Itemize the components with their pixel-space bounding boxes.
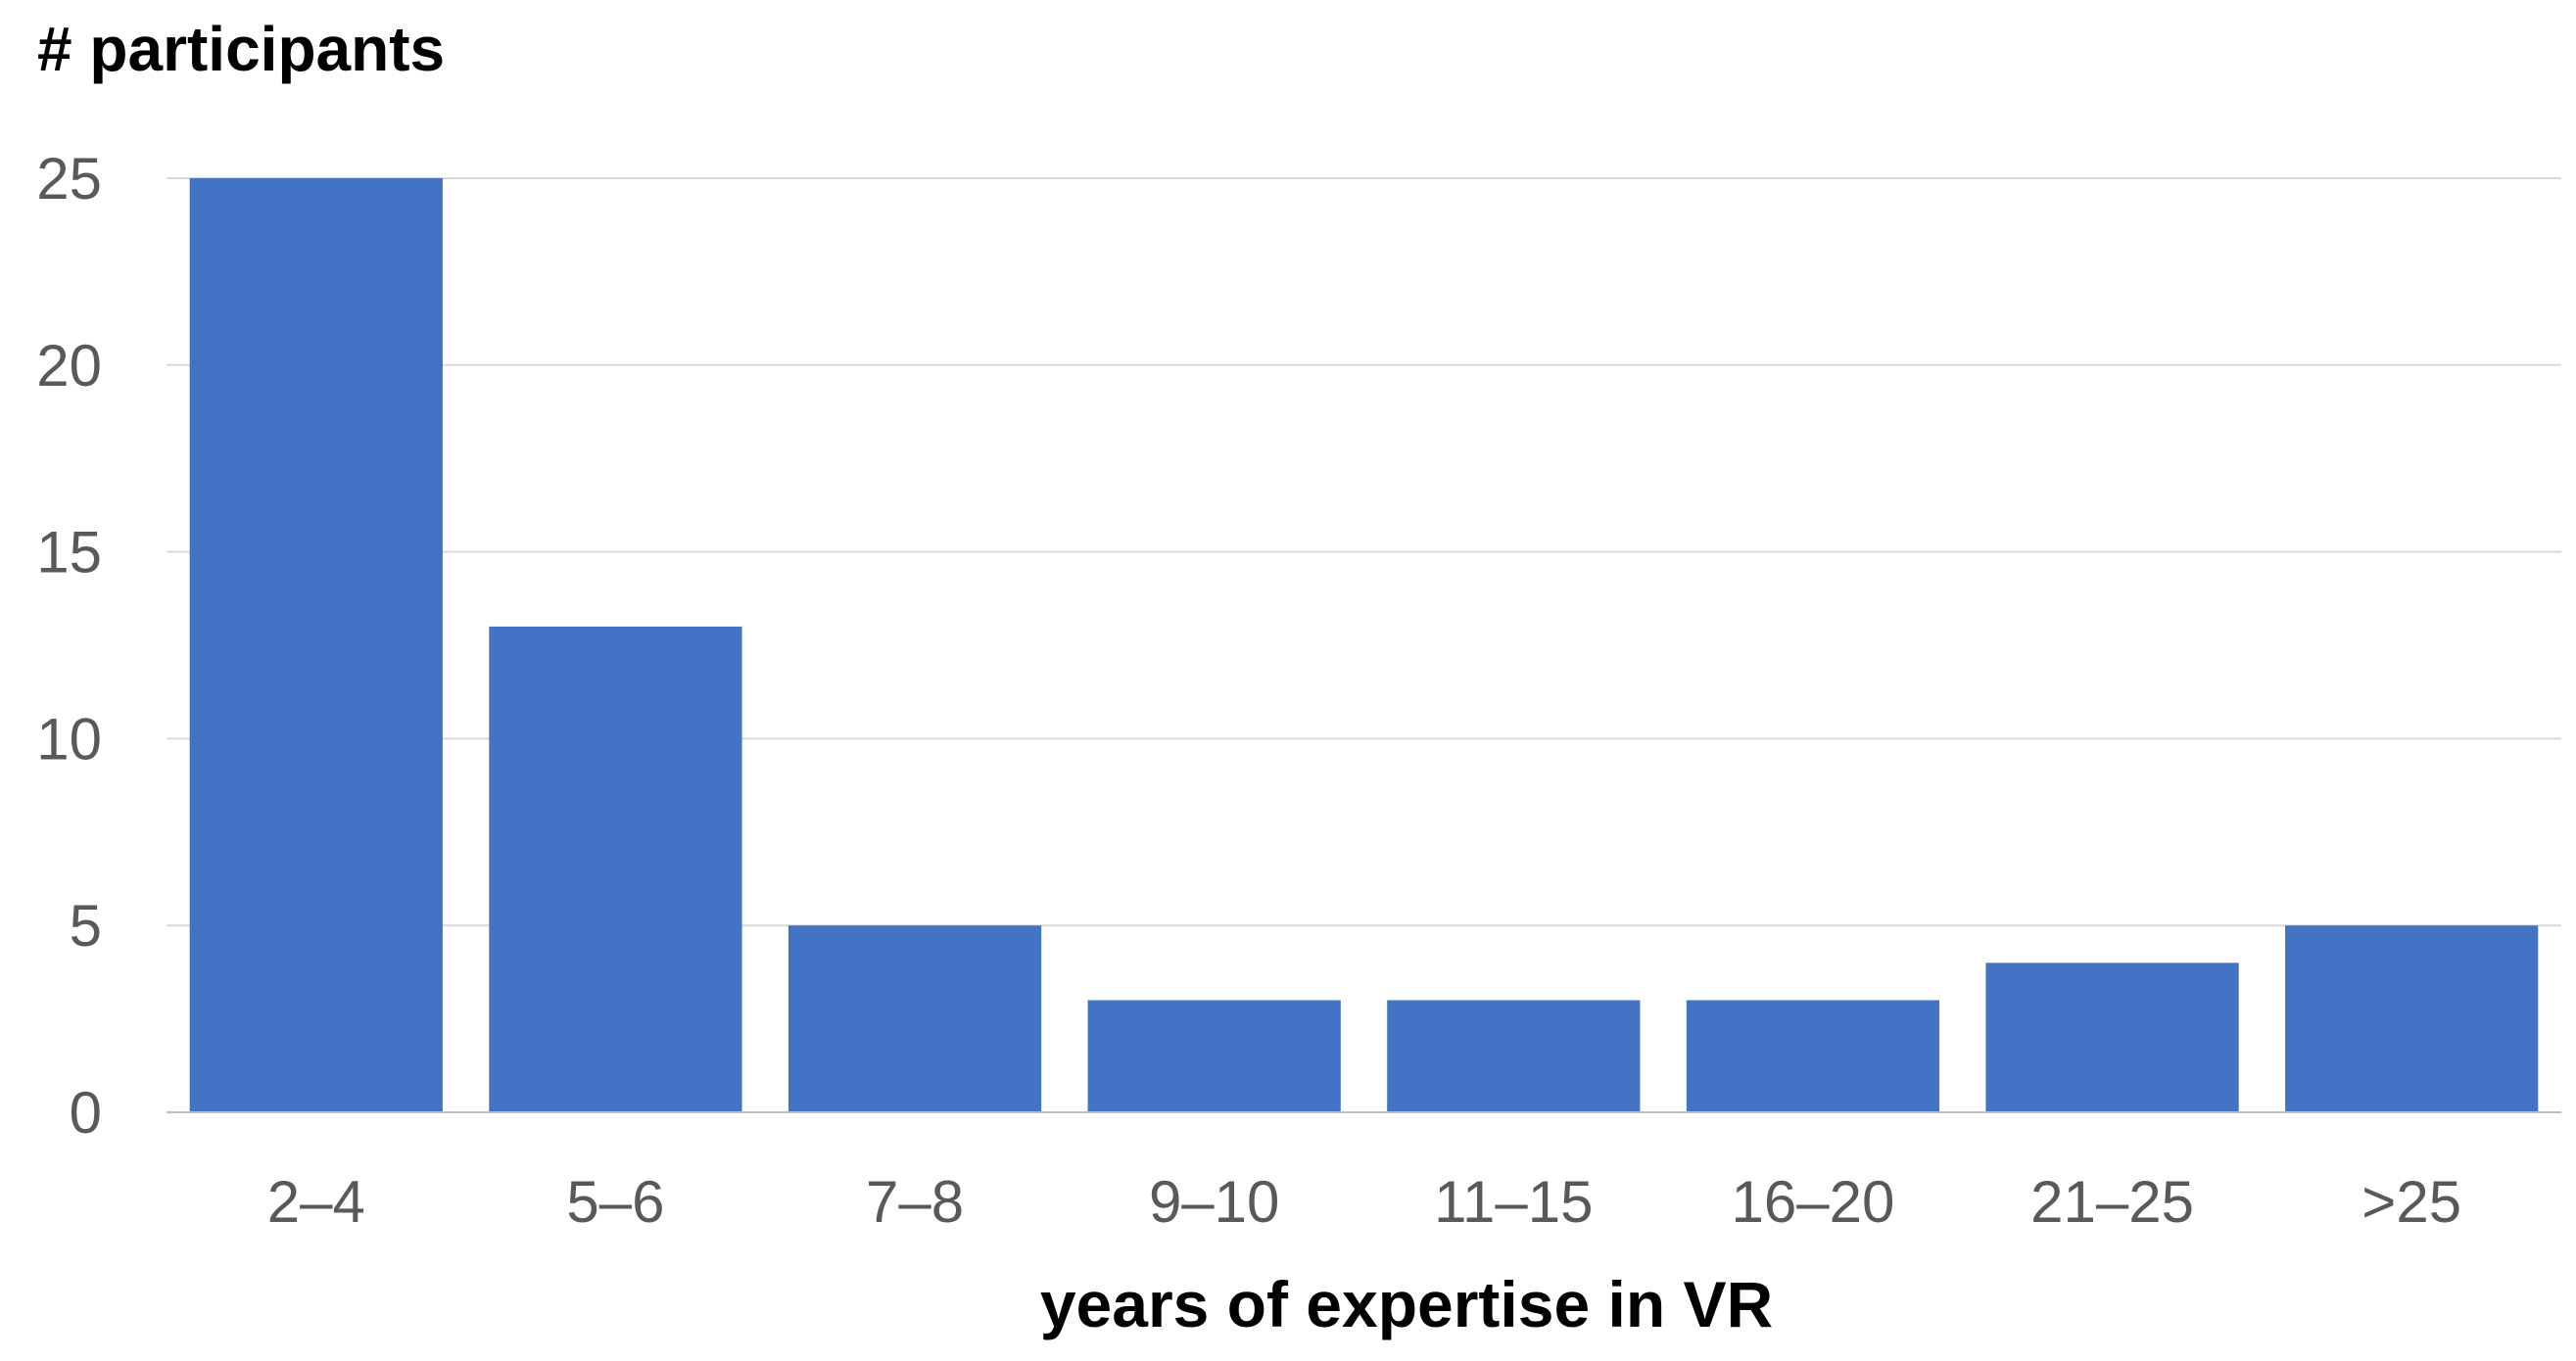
y-tick-labels: 0 5 10 15 20 25	[36, 146, 102, 1146]
y-tick-label: 25	[36, 146, 102, 211]
y-tick-label: 10	[36, 706, 102, 772]
bars	[189, 178, 2539, 1112]
y-axis-title: # participants	[37, 14, 445, 84]
y-tick-label: 0	[70, 1080, 102, 1146]
x-tick-label: 16–20	[1732, 1169, 1895, 1235]
x-tick-label: 21–25	[2030, 1169, 2194, 1235]
x-axis-title: years of expertise in VR	[1040, 1268, 1773, 1340]
bar-6	[1985, 962, 2239, 1112]
bar-0	[189, 178, 443, 1112]
y-tick-label: 5	[70, 893, 102, 959]
x-tick-labels: 2–4 5–6 7–8 9–10 11–15 16–20 21–25 >25	[267, 1169, 2461, 1235]
x-tick-label: >25	[2361, 1169, 2461, 1235]
x-tick-label: 2–4	[267, 1169, 365, 1235]
y-tick-label: 15	[36, 520, 102, 586]
bar-2	[787, 925, 1042, 1112]
x-tick-label: 9–10	[1149, 1169, 1279, 1235]
y-tick-label: 20	[36, 333, 102, 399]
bar-5	[1686, 1000, 1940, 1112]
bar-4	[1387, 1000, 1641, 1112]
bar-7	[2285, 925, 2539, 1112]
x-tick-label: 5–6	[566, 1169, 664, 1235]
bar-1	[489, 626, 742, 1112]
x-tick-label: 11–15	[1434, 1169, 1593, 1235]
bar-3	[1087, 1000, 1341, 1112]
x-tick-label: 7–8	[866, 1169, 964, 1235]
